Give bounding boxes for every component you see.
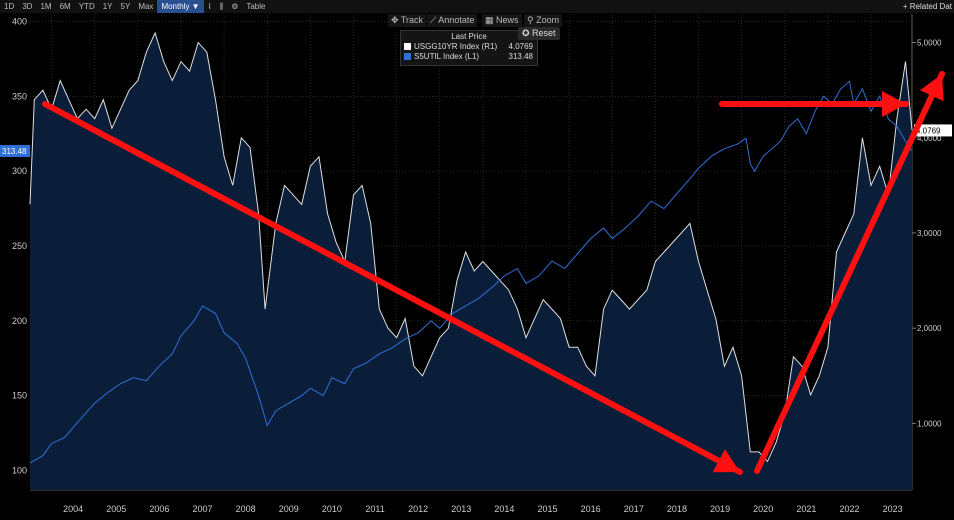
y-tick-label-right: 2,0000 xyxy=(917,324,942,333)
y-tick-label-left: 400 xyxy=(12,16,27,26)
red-arrow-up-head xyxy=(920,74,944,102)
y-tick-label-left: 250 xyxy=(12,241,27,251)
x-tick-label: 2014 xyxy=(494,504,514,514)
red-arrow-right-head xyxy=(882,91,906,117)
x-tick-label: 2012 xyxy=(408,504,428,514)
x-tick-label: 2004 xyxy=(63,504,83,514)
series-line-s5util xyxy=(29,80,913,464)
legend-series-value: 313.48 xyxy=(508,51,533,61)
series-area-usgg10yr xyxy=(30,33,912,490)
chart-legend: Last Price USGG10YR Index (R1) 4.0769 S5… xyxy=(400,30,538,66)
legend-series-name: USGG10YR Index (R1) xyxy=(414,41,498,51)
legend-series-name: S5UTIL Index (L1) xyxy=(414,51,480,61)
series-line-usgg10yr xyxy=(29,31,913,463)
red-arrow-up xyxy=(754,71,945,474)
y-tick-label-right: 1,0000 xyxy=(917,419,942,428)
legend-swatch xyxy=(404,42,411,50)
x-tick-label: 2007 xyxy=(193,504,213,514)
x-tick-label: 2023 xyxy=(883,504,903,514)
annotate-button[interactable]: ⟋ Annotate xyxy=(427,14,478,27)
last-value-right-text: 4.0769 xyxy=(916,126,941,135)
range-button-3d[interactable]: 3D xyxy=(22,2,33,11)
y-tick-label-left: 100 xyxy=(12,466,27,476)
x-tick-label: 2020 xyxy=(753,504,773,514)
chart-toolbar: 1D 3D 1M 6M YTD 1Y 5Y Max Monthly ▼ ⌇ ⫼ ⚙ Table xyxy=(0,0,954,13)
track-button[interactable]: ✥ Track xyxy=(388,14,427,27)
legend-entry[interactable]: USGG10YR Index (R1) 4.0769 xyxy=(401,41,537,51)
y-tick-label-left: 300 xyxy=(12,166,27,176)
legend-swatch xyxy=(404,52,411,60)
x-tick-label: 2009 xyxy=(279,504,299,514)
related-data-button[interactable]: + Related Dat xyxy=(902,2,952,11)
range-button-1d[interactable]: 1D xyxy=(4,2,15,11)
last-value-badge-left xyxy=(0,144,30,157)
zoom-button[interactable]: ⚲ Zoom xyxy=(524,14,563,27)
legend-series-value: 4.0769 xyxy=(508,41,533,51)
legend-entry[interactable]: S5UTIL Index (L1) 313.48 xyxy=(401,51,537,61)
settings-icon[interactable]: ⚙ xyxy=(231,2,239,11)
range-button-1m[interactable]: 1M xyxy=(40,2,52,11)
y-tick-label-right: 3,0000 xyxy=(917,229,942,238)
table-button[interactable]: Table xyxy=(246,2,266,11)
x-tick-label: 2016 xyxy=(581,504,601,514)
x-tick-label: 2008 xyxy=(236,504,256,514)
y-tick-label-left: 350 xyxy=(12,91,27,101)
range-button-1y[interactable]: 1Y xyxy=(102,2,113,11)
range-button-ytd[interactable]: YTD xyxy=(78,2,95,11)
x-tick-label: 2010 xyxy=(322,504,342,514)
red-arrow-down-head xyxy=(712,449,740,473)
x-tick-label: 2011 xyxy=(365,504,384,514)
x-tick-label: 2022 xyxy=(839,504,859,514)
x-tick-label: 2006 xyxy=(149,504,169,514)
y-tick-label-right: 4,0000 xyxy=(917,134,942,143)
x-tick-label: 2019 xyxy=(710,504,730,514)
x-tick-label: 2005 xyxy=(106,504,126,514)
x-tick-label: 2015 xyxy=(538,504,558,514)
y-tick-label-left: 200 xyxy=(12,316,27,326)
bar-chart-icon[interactable]: ⫼ xyxy=(219,2,224,11)
range-button-5y[interactable]: 5Y xyxy=(120,2,131,11)
line-chart-icon[interactable]: ⌇ xyxy=(207,2,212,11)
frequency-dropdown[interactable]: Monthly ▼ xyxy=(157,0,204,13)
y-tick-label-left: 150 xyxy=(12,391,27,401)
legend-title: Last Price xyxy=(451,32,487,41)
x-tick-label: 2021 xyxy=(796,504,816,514)
range-button-6m[interactable]: 6M xyxy=(59,2,71,11)
reset-button[interactable]: ✪ Reset xyxy=(518,27,560,40)
x-tick-label: 2018 xyxy=(667,504,687,514)
x-tick-label: 2013 xyxy=(451,504,471,514)
red-arrow-down xyxy=(42,101,743,475)
last-value-badge-right xyxy=(914,124,952,137)
x-tick-label: 2017 xyxy=(624,504,644,514)
range-button-max[interactable]: Max xyxy=(138,2,154,11)
last-value-left-text: 313.48 xyxy=(2,147,27,156)
news-button[interactable]: ▦ News xyxy=(482,14,522,27)
y-tick-label-right: 5,0000 xyxy=(917,39,942,48)
